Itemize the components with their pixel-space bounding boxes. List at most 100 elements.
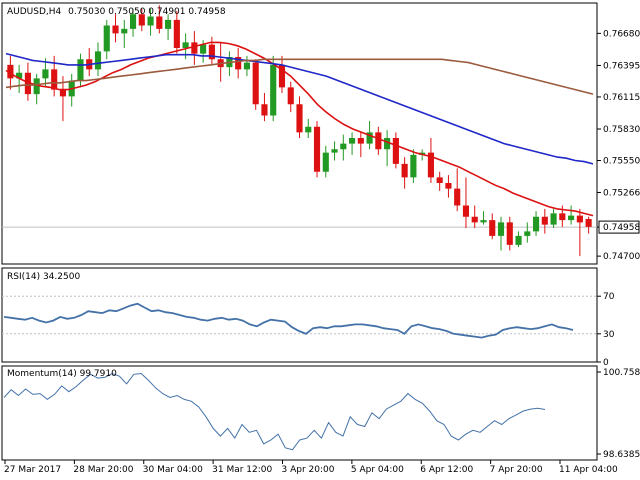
momentum-panel-frame xyxy=(1,365,598,461)
candle-body xyxy=(322,152,329,172)
candle-body xyxy=(576,215,583,223)
candle-body xyxy=(559,213,566,221)
price-tick-label: 0.75550 xyxy=(603,157,640,167)
candle-body xyxy=(147,16,154,26)
candle-body xyxy=(59,89,67,97)
candle-body xyxy=(287,87,294,105)
candle-body xyxy=(331,149,338,153)
momentum-title: Momentum(14) 99.7910 xyxy=(7,369,117,379)
candle-body xyxy=(366,132,373,144)
candle-body xyxy=(270,64,277,116)
time-tick-label: 5 Apr 04:00 xyxy=(351,465,404,475)
candle-body xyxy=(129,14,137,29)
candle-body xyxy=(24,72,31,95)
candle-body xyxy=(173,19,180,48)
panel-frames xyxy=(1,2,598,461)
rsi-panel-frame xyxy=(1,267,598,363)
time-tick-label: 31 Mar 12:00 xyxy=(212,465,272,475)
candle-body xyxy=(392,138,399,164)
candle-body xyxy=(51,69,58,90)
momentum-tick-label: 100.7583 xyxy=(603,368,640,378)
momentum-line xyxy=(3,372,546,451)
candle-body xyxy=(112,25,119,34)
candle-body xyxy=(480,220,487,223)
candle-body xyxy=(436,177,443,183)
candle-body xyxy=(121,28,128,34)
candle-body xyxy=(182,42,189,48)
rsi-tick-label: 70 xyxy=(603,292,615,302)
rsi-line xyxy=(3,302,574,339)
candle-body xyxy=(349,138,356,144)
time-tick-label: 11 Apr 04:00 xyxy=(559,465,618,475)
time-tick-label: 28 Mar 20:00 xyxy=(73,465,133,475)
candle-body xyxy=(410,154,417,178)
moving-averages xyxy=(5,41,594,217)
ma-line-1 xyxy=(5,41,594,217)
momentum-panel xyxy=(3,372,546,451)
candle-body xyxy=(401,163,408,178)
candle-body xyxy=(340,143,347,150)
candle-body xyxy=(384,138,391,150)
candle-body xyxy=(305,126,312,133)
price-tick-label: 0.76395 xyxy=(603,61,640,71)
candle-body xyxy=(454,188,461,206)
price-tick-label: 0.74700 xyxy=(603,252,640,262)
candle-body xyxy=(313,126,321,172)
candle-body xyxy=(243,62,250,70)
candle-body xyxy=(585,219,592,227)
ma-line-2 xyxy=(5,52,594,165)
candle-body xyxy=(524,231,531,236)
price-tick-label: 0.75830 xyxy=(603,125,640,135)
candle-body xyxy=(200,44,207,54)
price-tick-label: 0.76680 xyxy=(603,29,640,39)
price-panel-frame xyxy=(1,2,598,265)
ohlc-values: 0.75030 0.75050 0.74901 0.74958 xyxy=(68,7,226,17)
candle-body xyxy=(261,104,268,116)
current-price-box xyxy=(598,220,640,234)
time-tick-label: 7 Apr 20:00 xyxy=(490,465,543,475)
chart-title: AUDUSD,H4 0.75030 0.75050 0.74901 0.7495… xyxy=(7,7,226,17)
candle-body xyxy=(489,220,496,236)
candle-body xyxy=(357,138,364,144)
candle-body xyxy=(42,69,49,79)
candle-body xyxy=(375,132,382,150)
candle-body xyxy=(208,44,215,60)
axes: 0.76680 0.76395 0.76115 0.75830 0.75550 0.752… xyxy=(4,29,640,475)
candle-body xyxy=(138,14,145,26)
candle-body xyxy=(541,216,548,225)
candle-body xyxy=(532,216,540,232)
candle-body xyxy=(165,19,172,29)
time-tick-label: 3 Apr 20:00 xyxy=(282,465,335,475)
price-tick-label: 0.76115 xyxy=(603,93,640,103)
time-tick-label: 27 Mar 2017 xyxy=(4,465,61,475)
rsi-tick-label: 30 xyxy=(603,330,615,340)
rsi-panel xyxy=(2,295,597,339)
candle-body xyxy=(94,51,102,70)
candle-body xyxy=(506,222,513,245)
candle-body xyxy=(77,59,84,81)
candle-body xyxy=(550,213,557,225)
candle-body xyxy=(462,205,470,217)
momentum-tick-label: 98.6385 xyxy=(603,450,640,460)
price-tick-label: 0.74958 xyxy=(603,223,640,233)
candle-body xyxy=(445,183,452,189)
candles xyxy=(7,5,592,257)
candle-body xyxy=(278,64,286,88)
time-tick-label: 6 Apr 12:00 xyxy=(420,465,473,475)
candle-body xyxy=(471,216,478,223)
candle-body xyxy=(156,16,163,29)
candle-body xyxy=(252,62,259,105)
symbol-label: AUDUSD,H4 xyxy=(7,7,62,17)
rsi-tick-label: 0 xyxy=(603,358,609,368)
candle-body xyxy=(191,42,198,54)
rsi-title: RSI(14) 34.2500 xyxy=(7,272,80,282)
candle-body xyxy=(16,72,23,79)
candle-body xyxy=(568,215,575,221)
candle-body xyxy=(7,64,14,79)
candle-body xyxy=(427,152,434,178)
candle-body xyxy=(515,235,522,245)
candle-body xyxy=(33,78,40,95)
ma-line-3 xyxy=(5,58,594,95)
candle-body xyxy=(497,222,505,236)
